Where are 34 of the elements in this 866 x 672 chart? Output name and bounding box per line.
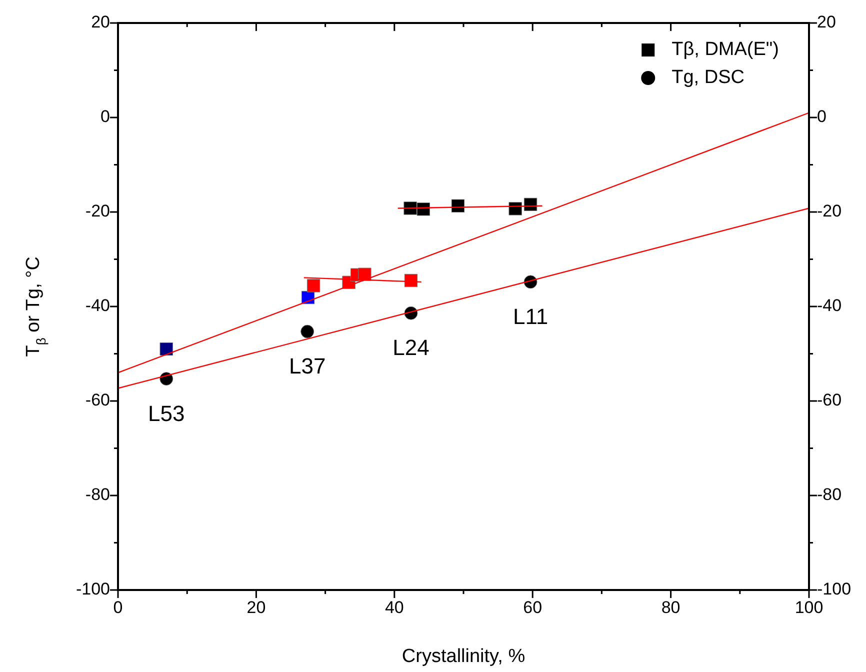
y2-tick-label: 20 bbox=[817, 12, 836, 32]
point bbox=[404, 202, 417, 215]
x-tick-label: 60 bbox=[523, 598, 542, 617]
y-axis-title: Tβ or Tg, °C bbox=[23, 256, 49, 357]
y2-tick-label: -40 bbox=[817, 296, 842, 316]
x-tick-label: 40 bbox=[384, 598, 404, 617]
y-tick-label: -100 bbox=[76, 580, 110, 599]
point bbox=[300, 324, 314, 338]
point bbox=[160, 372, 174, 386]
point bbox=[358, 268, 372, 281]
y-tick-label: -40 bbox=[85, 296, 110, 316]
y2-tick-label: -20 bbox=[817, 202, 842, 221]
annotation: L24 bbox=[392, 335, 430, 360]
x-tick-label: 100 bbox=[794, 598, 824, 617]
x-tick-label: 80 bbox=[661, 598, 680, 617]
legend-label: Tβ, DMA(E") bbox=[672, 39, 780, 60]
y2-tick-label: 0 bbox=[817, 107, 826, 126]
x-tick-label: 20 bbox=[246, 598, 266, 617]
x-axis-title: Crystallinity, % bbox=[402, 646, 526, 667]
annotation: L53 bbox=[148, 400, 185, 426]
y-tick-label: 0 bbox=[100, 107, 110, 126]
point bbox=[306, 279, 320, 292]
point bbox=[160, 342, 173, 356]
x-tick-label: 0 bbox=[113, 598, 123, 617]
annotation: L11 bbox=[512, 304, 548, 329]
y2-tick-label: -100 bbox=[817, 580, 852, 599]
legend-label: Tg, DSC bbox=[672, 67, 744, 88]
annotation: L37 bbox=[288, 354, 326, 379]
y-tick-label: -20 bbox=[85, 202, 110, 221]
y-tick-label: -80 bbox=[85, 485, 110, 504]
y2-tick-label: -60 bbox=[817, 390, 842, 410]
y-tick-label: 20 bbox=[91, 12, 110, 32]
y-tick-label: -60 bbox=[85, 390, 110, 410]
y2-tick-label: -80 bbox=[817, 485, 842, 504]
